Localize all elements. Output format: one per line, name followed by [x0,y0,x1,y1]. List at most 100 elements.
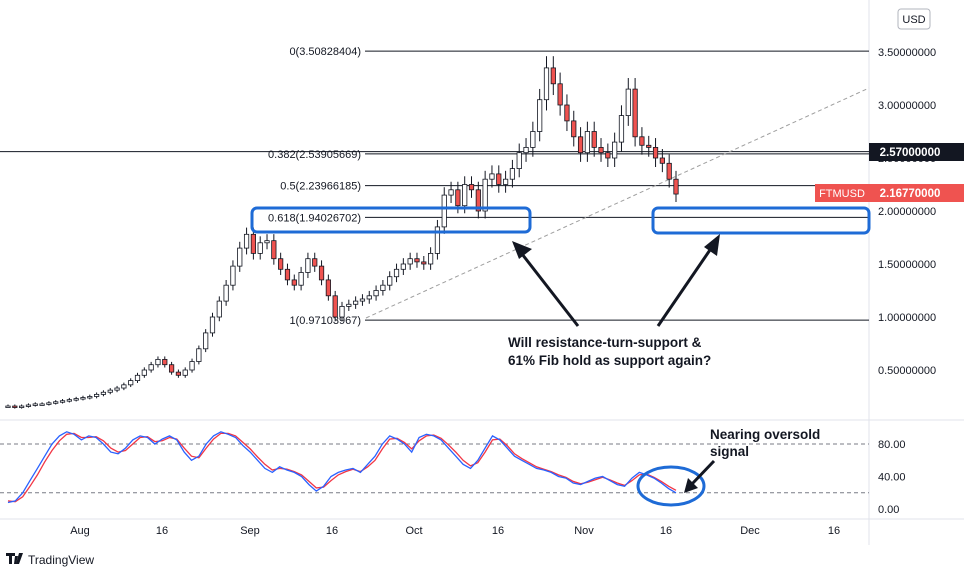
tradingview-logo-icon [6,553,23,564]
symbol-last-price: 2.16770000 [880,188,941,200]
candle [189,358,195,373]
candle [250,227,256,260]
price-tick-label: 3.00000000 [878,100,936,112]
svg-text:USD: USD [902,14,925,26]
price-tick-label: 2.00000000 [878,206,936,218]
candle [80,395,86,401]
candle [237,241,243,272]
price-tick-label: 1.50000000 [878,259,936,271]
candle [264,234,270,250]
candle [94,392,100,399]
candle [407,252,413,270]
candle [659,148,665,173]
candle [537,88,543,142]
candle [87,394,93,400]
candle [162,356,168,368]
price-tick-label: 0.50000000 [878,365,936,377]
candle [475,181,481,219]
candle [271,234,277,265]
candle [134,372,141,383]
candle [278,252,284,275]
candle [516,143,522,178]
candle [325,274,331,301]
oversold-arrow [684,459,716,493]
candle [46,401,52,406]
candle [530,121,536,157]
candle [414,252,420,268]
time-axis-label: 16 [326,525,338,537]
fib-level-label: 0.5(2.23966185) [280,181,361,193]
candle [434,219,441,260]
fib-level-label: 0.618(1.94026702) [268,212,361,224]
candle [428,247,434,270]
candle [32,402,38,407]
annotation-question-line1: Will resistance-turn-support & [508,335,702,350]
candle [148,361,154,373]
candle [393,263,400,283]
candle [502,170,509,193]
arrow-left [512,241,580,327]
candle [291,274,297,291]
oscillator-tick-label: 0.00 [878,504,899,516]
fib-level-label: 0.382(2.53905669) [268,149,361,161]
candle [605,143,611,168]
fib-level-label: 1(0.97103967) [289,315,361,327]
resistance-support-box-right [651,206,871,235]
candle [523,138,529,162]
candle [19,404,25,409]
candle [332,290,338,322]
candle [421,255,427,270]
stoch-k-line [7,431,677,504]
stoch-d-line [7,432,677,503]
time-axis-label: Nov [574,525,594,537]
candle [577,127,584,162]
candle [5,404,11,408]
candle [312,252,318,272]
candle [100,390,107,397]
candle [632,78,638,147]
candle [496,165,502,193]
candle [673,170,679,202]
trendline[interactable] [365,87,870,319]
candle [598,138,604,162]
candle [12,404,18,409]
fib-level-label: 0(3.50828404) [289,46,361,58]
candle [25,403,32,408]
tradingview-logo[interactable]: TradingView [6,553,94,567]
arrow-right [656,234,720,327]
candle [66,397,72,403]
time-axis-label: 16 [660,525,672,537]
candle [318,260,325,286]
candle [257,236,263,260]
currency-button[interactable]: USD [897,8,931,30]
oscillator-tick-label: 80.00 [878,439,906,451]
candle [223,280,229,306]
candle [468,176,475,198]
time-axis-label: Dec [740,525,760,537]
horizontal-line-value: 2.57000000 [880,147,941,159]
candle [53,400,59,405]
candle [168,361,175,375]
price-tick-label: 1.00000000 [878,312,936,324]
candle [155,356,161,368]
candle [175,369,182,378]
candle [305,252,311,279]
candle [652,138,659,168]
candle [448,181,454,203]
candle [489,165,495,188]
candle [39,402,45,406]
candle [107,388,113,395]
candle [543,56,550,111]
candle [380,280,386,296]
candle [387,271,393,291]
candle [182,367,188,378]
horizontal-line-price-tag: 2.57000000 [869,143,964,161]
candle [571,110,577,147]
candle [196,345,202,365]
oscillator-tick-label: 40.00 [878,472,906,484]
candle [346,299,352,311]
candle [482,170,488,219]
candle [625,78,631,126]
candle [618,105,625,152]
